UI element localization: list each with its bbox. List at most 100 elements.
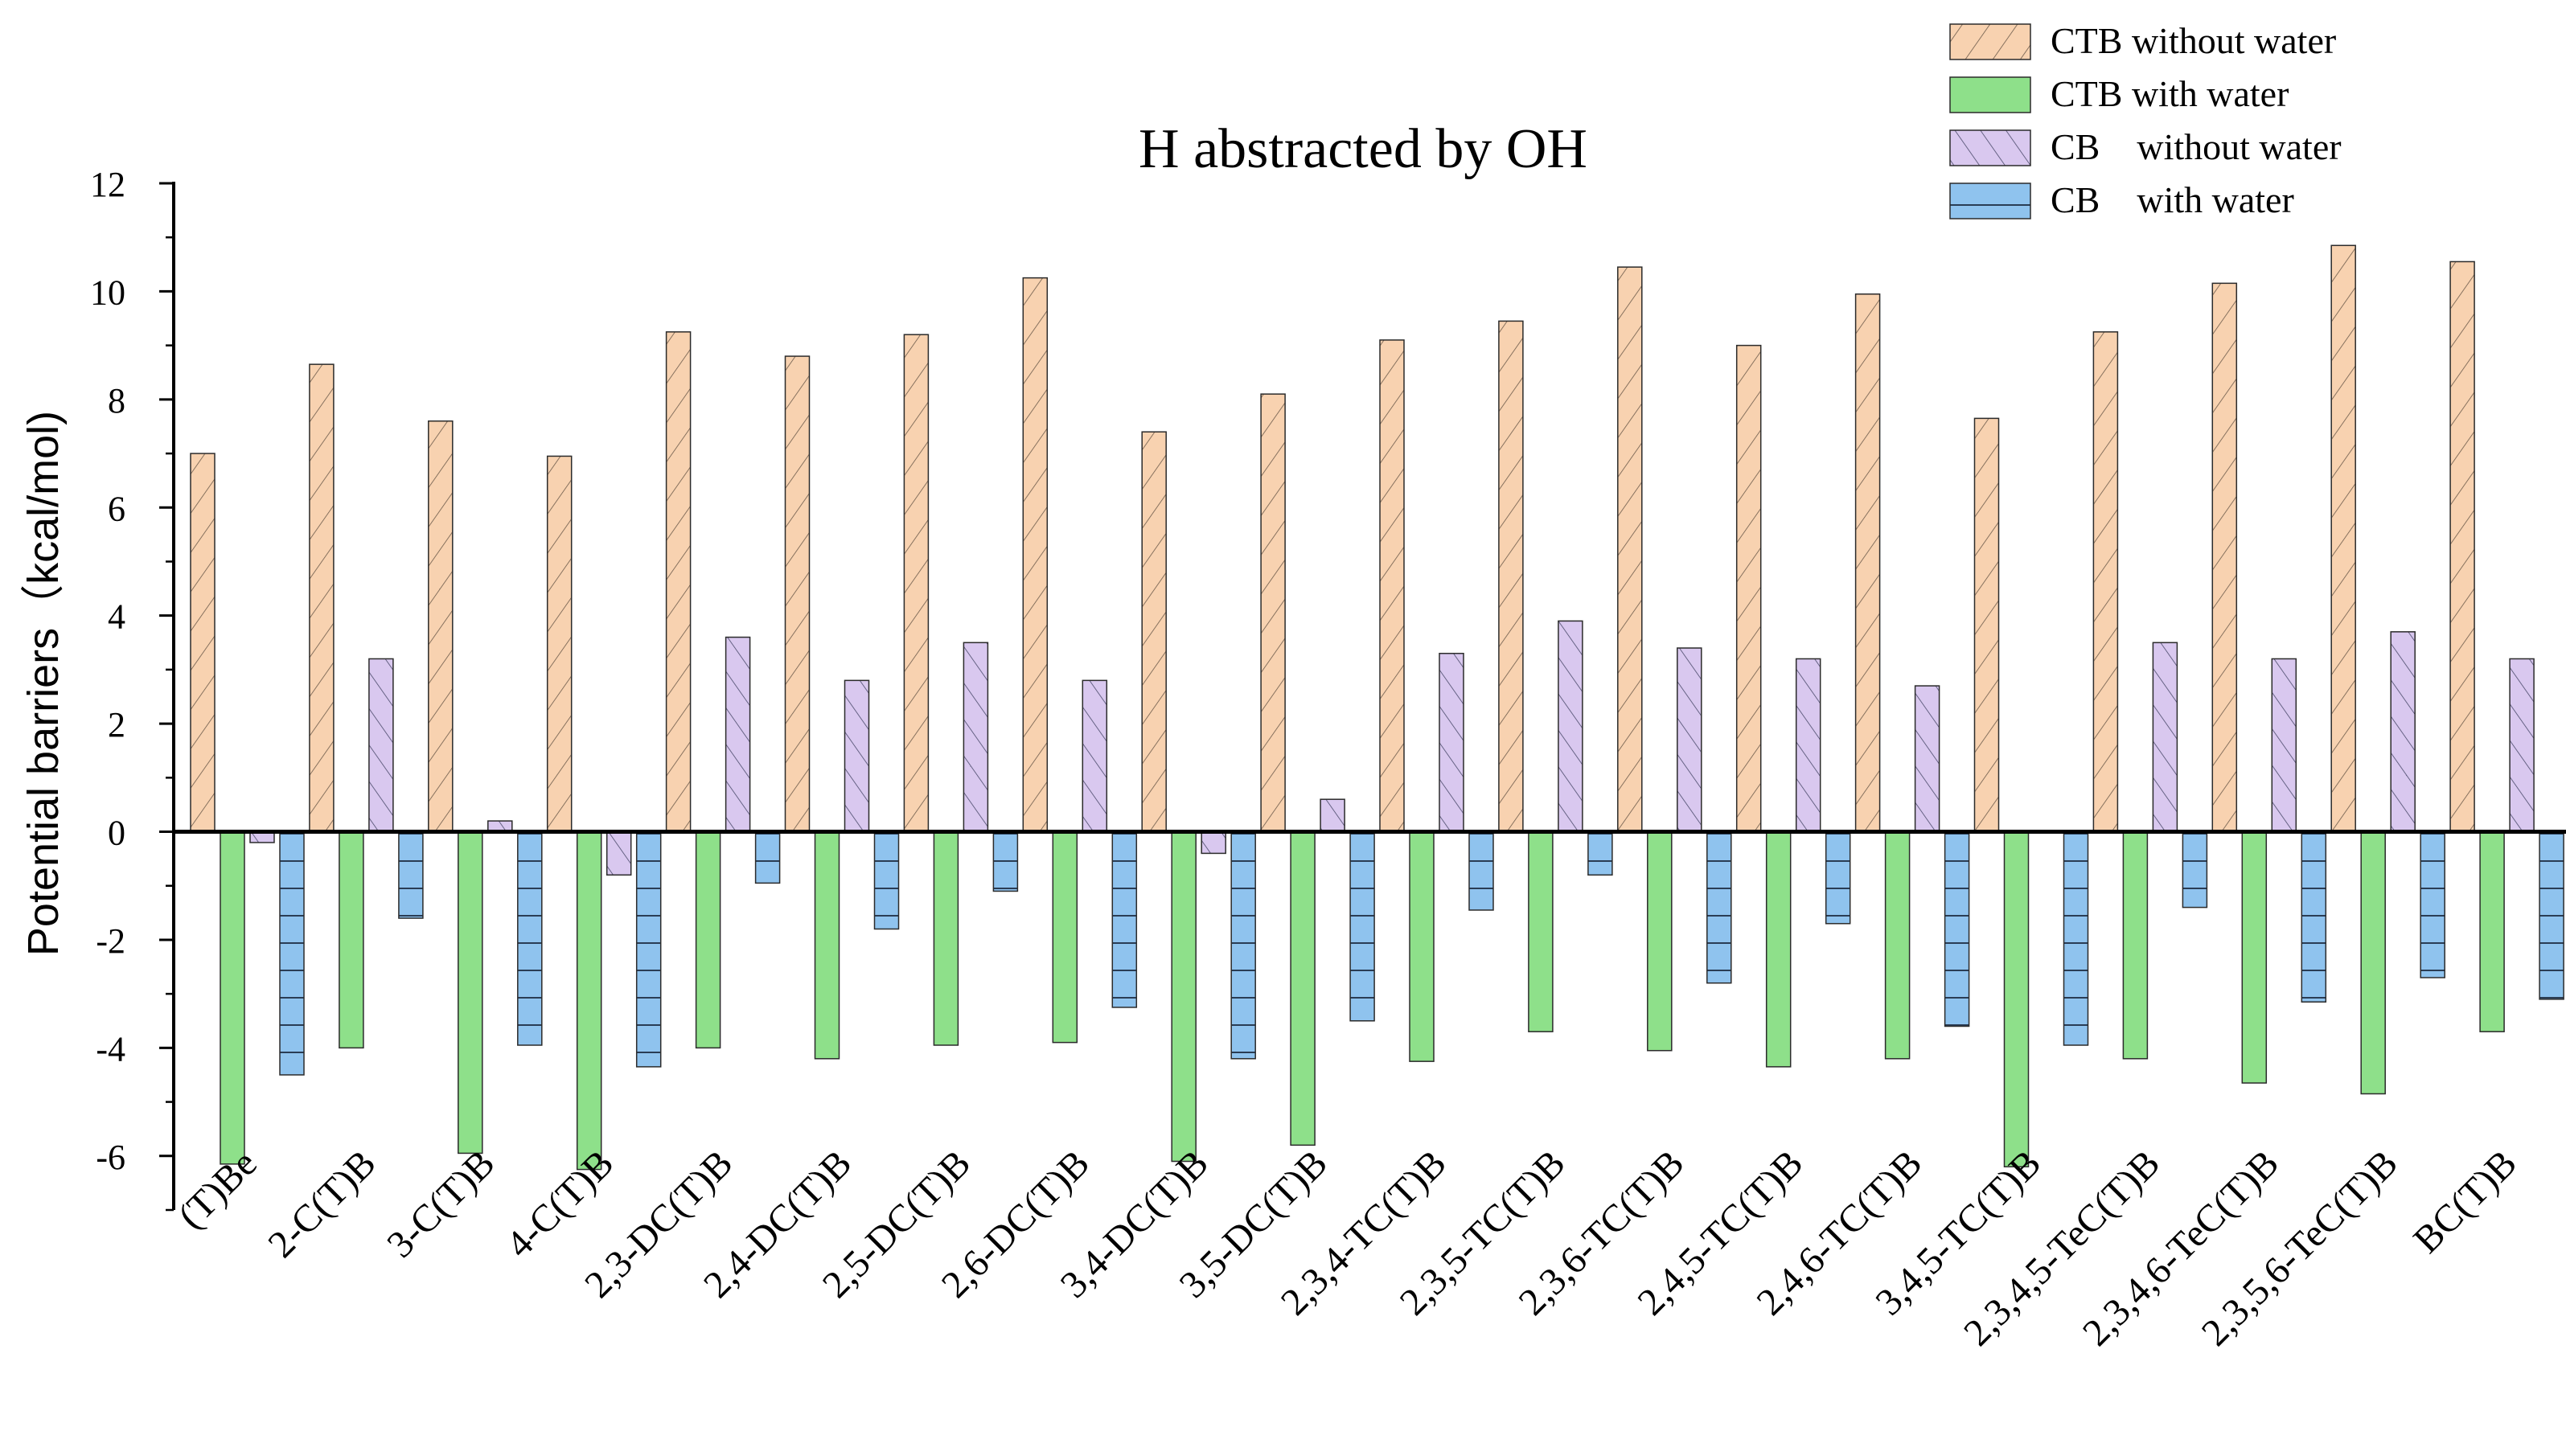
- bar-2-15: [1884, 831, 1911, 1060]
- bar-2-16: [2003, 831, 2030, 1167]
- bar-4-5: [754, 831, 781, 884]
- bar-2-3: [458, 831, 483, 1155]
- bar-3-8: [1082, 679, 1108, 833]
- y-tick-label: 12: [90, 165, 125, 204]
- bar-1-9: [1141, 431, 1167, 833]
- bar-3-11: [1439, 652, 1464, 833]
- bar-2-4: [576, 831, 602, 1171]
- x-category-label: (T)Be: [170, 1142, 265, 1237]
- bar-4-4: [635, 831, 662, 1068]
- y-tick-label: 10: [90, 273, 125, 312]
- bar-3-14: [1795, 658, 1821, 833]
- bar-1-7: [903, 334, 930, 833]
- bar-1-17: [2092, 331, 2119, 833]
- bar-1-13: [1617, 266, 1643, 833]
- bar-4-1: [279, 831, 305, 1076]
- y-tick-label: -4: [96, 1029, 125, 1068]
- bar-3-20: [2509, 658, 2535, 833]
- bar-1-1: [190, 453, 216, 833]
- bar-3-7: [963, 642, 989, 833]
- bar-3-6: [844, 679, 870, 833]
- x-category-label: 4-C(T)B: [498, 1142, 622, 1265]
- bar-1-20: [2449, 260, 2475, 833]
- bar-4-12: [1587, 831, 1613, 876]
- bar-3-15: [1914, 685, 1940, 833]
- bar-1-18: [2211, 282, 2238, 833]
- bar-4-3: [517, 831, 543, 1046]
- bar-2-9: [1171, 831, 1197, 1163]
- x-category-labels: (T)Be2-C(T)B3-C(T)B4-C(T)B2,3-DC(T)B2,4-…: [170, 1142, 2525, 1354]
- bar-2-5: [695, 831, 721, 1049]
- bar-1-16: [1973, 417, 2000, 833]
- legend: CTB without water CTB with water CB withou…: [1949, 20, 2342, 220]
- chart-title: H abstracted by OH: [1139, 118, 1587, 180]
- bar-4-16: [2063, 831, 2089, 1046]
- bar-1-12: [1498, 320, 1524, 833]
- y-tick-label: 2: [108, 705, 125, 744]
- bar-4-20: [2539, 831, 2564, 1000]
- bar-1-5: [665, 331, 692, 833]
- legend-label-4: CB with water: [2051, 179, 2294, 220]
- bar-2-14: [1765, 831, 1792, 1068]
- bar-4-19: [2420, 831, 2445, 978]
- bar-3-18: [2271, 658, 2297, 833]
- bar-4-18: [2301, 831, 2327, 1003]
- bar-4-13: [1706, 831, 1732, 984]
- x-category-label: BC(T)B: [2405, 1142, 2525, 1261]
- bar-2-20: [2479, 831, 2505, 1032]
- bar-3-17: [2152, 642, 2178, 833]
- bar-4-2: [398, 831, 424, 919]
- legend-swatch-3: [1949, 129, 2031, 166]
- legend-swatch-4: [1949, 183, 2031, 219]
- bar-3-9: [1201, 831, 1226, 855]
- bar-4-10: [1349, 831, 1375, 1022]
- y-tick-label: -2: [96, 921, 125, 961]
- bar-4-14: [1825, 831, 1851, 925]
- bar-3-13: [1677, 647, 1702, 833]
- bar-2-7: [933, 831, 959, 1046]
- bar-4-8: [1111, 831, 1138, 1008]
- legend-label-1: CTB without water: [2051, 20, 2336, 61]
- bar-3-19: [2390, 631, 2416, 833]
- bar-2-8: [1052, 831, 1078, 1044]
- legend-label-2: CTB with water: [2051, 73, 2289, 114]
- bar-2-12: [1528, 831, 1554, 1032]
- bar-4-17: [2182, 831, 2208, 908]
- bar-1-19: [2330, 244, 2356, 833]
- bar-1-14: [1735, 344, 1762, 833]
- bar-2-13: [1647, 831, 1673, 1052]
- bar-1-2: [309, 363, 335, 833]
- bar-1-15: [1854, 293, 1881, 833]
- bar-2-2: [339, 831, 364, 1049]
- legend-swatch-1: [1949, 23, 2031, 60]
- axes-layer: [172, 182, 2566, 1210]
- bar-4-7: [992, 831, 1019, 892]
- bar-4-6: [873, 831, 900, 930]
- bar-1-8: [1022, 277, 1049, 833]
- bar-1-6: [784, 355, 811, 833]
- x-category-label: 2-C(T)B: [260, 1142, 384, 1265]
- bar-1-11: [1379, 339, 1405, 833]
- y-axis-label: Potential barriers（kcal/mol): [19, 411, 68, 956]
- y-ticks: -6 -4 -2 0 2 4 6 8 10 12: [90, 165, 174, 1212]
- bar-2-18: [2241, 831, 2268, 1084]
- y-tick-label: 0: [108, 814, 125, 853]
- bar-3-10: [1320, 798, 1345, 833]
- bar-2-19: [2360, 831, 2386, 1095]
- bar-4-11: [1468, 831, 1494, 911]
- y-tick-label: 4: [108, 597, 125, 637]
- bar-3-2: [368, 658, 394, 833]
- y-tick-label: 6: [108, 489, 125, 528]
- bar-2-17: [2122, 831, 2149, 1060]
- legend-swatch-2: [1949, 76, 2031, 113]
- bar-3-4: [606, 831, 632, 876]
- bar-2-11: [1409, 831, 1435, 1062]
- bar-2-1: [220, 831, 245, 1165]
- x-category-label: 3-C(T)B: [379, 1142, 503, 1265]
- bar-3-12: [1558, 620, 1583, 833]
- legend-label-3: CB without water: [2051, 126, 2342, 167]
- bar-2-10: [1290, 831, 1316, 1146]
- bar-1-4: [546, 455, 573, 833]
- bar-1-10: [1260, 393, 1286, 833]
